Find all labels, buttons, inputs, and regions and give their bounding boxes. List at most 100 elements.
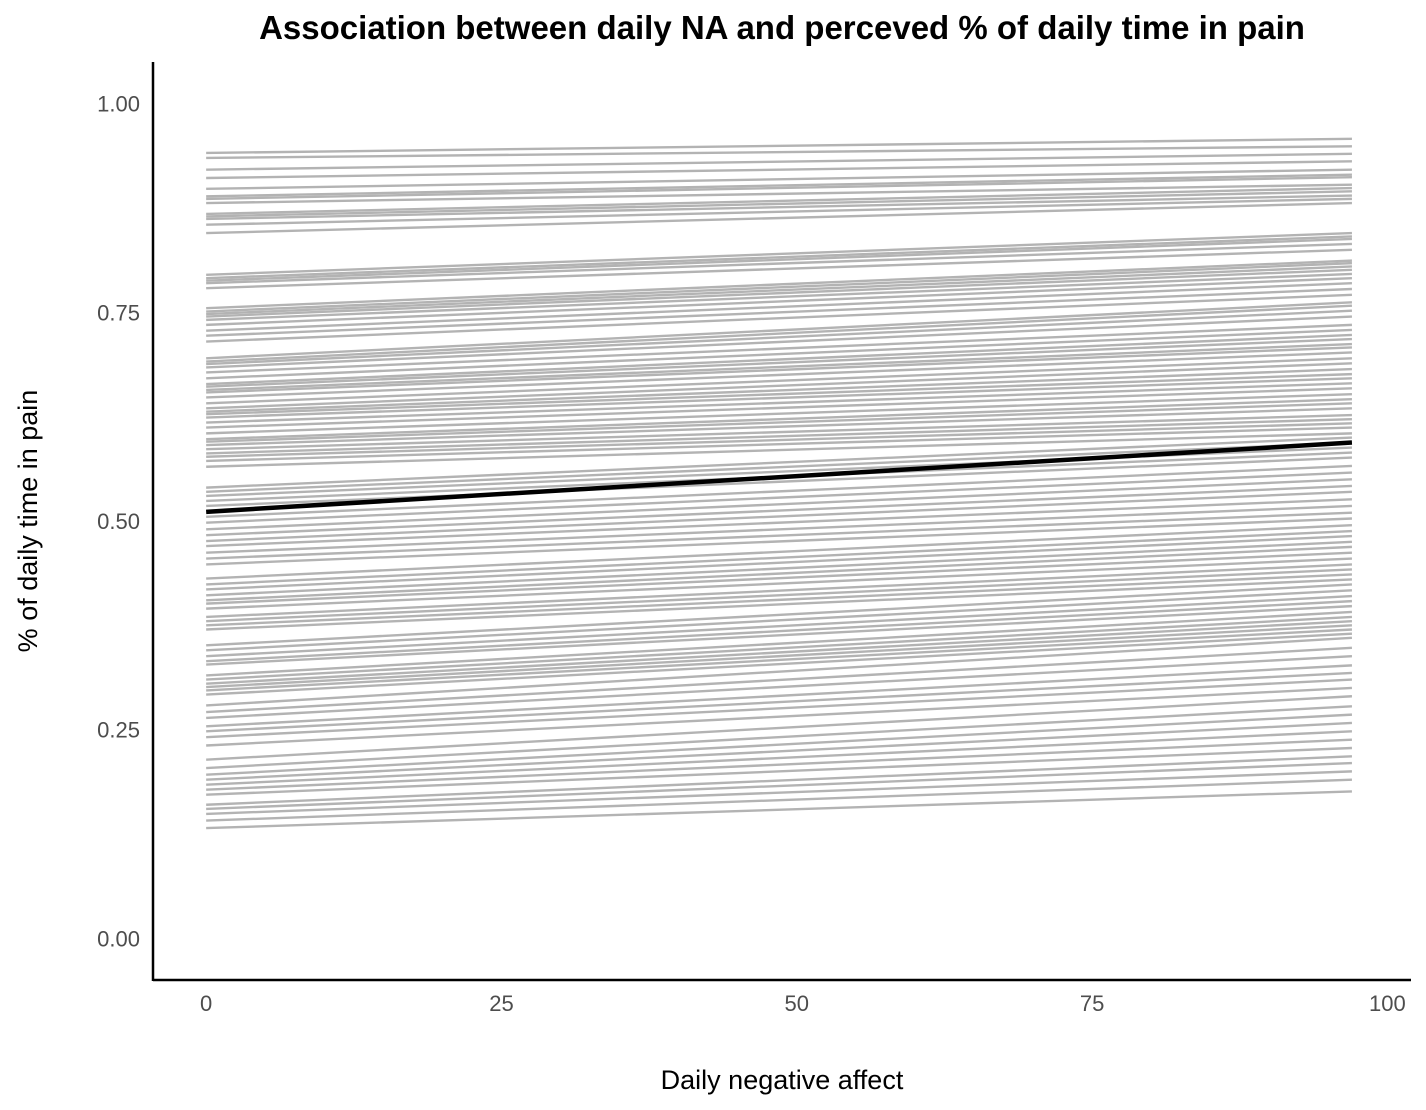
individual-line-31 [206,315,1352,369]
individual-line-14 [206,231,1352,277]
individual-line-19 [206,259,1352,310]
individual-line-17 [206,242,1352,285]
individual-line-103 [206,738,1352,791]
individual-line-100 [206,713,1353,776]
individual-line-46 [206,392,1352,435]
individual-line-90 [206,632,1353,696]
x-tick-labels: 0 25 50 75 100 [200,991,1406,1016]
individual-line-66 [206,504,1352,554]
individual-line-10 [206,190,1352,218]
individual-line-1 [206,137,1352,155]
individual-line-71 [206,534,1352,591]
x-tick-label: 50 [785,991,809,1016]
individual-line-25 [206,281,1352,332]
individual-line-48 [206,402,1352,443]
individual-line-60 [206,464,1352,519]
individual-line-59 [206,456,1352,508]
individual-line-49 [206,407,1352,447]
individual-line-42 [206,372,1352,416]
y-tick-label: 0.75 [97,300,140,325]
individual-line-63 [206,484,1352,537]
individual-line-74 [206,551,1352,605]
individual-line-36 [206,342,1352,392]
individual-line-104 [206,746,1352,796]
individual-line-107 [206,770,1352,816]
individual-line-73 [206,545,1352,602]
individual-line-84 [206,604,1353,666]
individual-line-64 [206,490,1352,543]
y-tick-label: 0.00 [97,926,140,951]
x-tick-label: 0 [200,991,212,1016]
y-axis-label: % of daily time in pain [13,390,43,653]
individual-line-45 [206,387,1352,429]
individual-line-40 [206,362,1352,410]
individual-line-98 [206,695,1353,761]
individual-lines-group [206,137,1353,830]
individual-line-106 [206,761,1352,811]
individual-line-96 [206,678,1352,739]
individual-line-89 [206,628,1353,692]
chart-title: Association between daily NA and perceve… [259,9,1305,46]
individual-line-29 [206,304,1352,363]
individual-line-56 [206,441,1352,493]
individual-line-81 [206,589,1353,652]
y-tick-label: 1.00 [97,92,140,117]
individual-line-15 [206,235,1352,280]
individual-line-75 [206,557,1352,610]
y-tick-label: 0.50 [97,509,140,534]
individual-line-34 [206,333,1352,386]
individual-line-99 [206,705,1353,770]
individual-line-30 [206,309,1352,366]
individual-line-88 [206,624,1353,689]
individual-line-77 [206,568,1352,623]
x-tick-label: 75 [1080,991,1104,1016]
individual-line-61 [206,471,1352,524]
individual-line-27 [206,293,1352,343]
individual-line-7 [206,175,1352,201]
individual-line-21 [206,265,1352,316]
individual-line-9 [206,186,1352,216]
individual-line-70 [206,529,1352,586]
individual-line-85 [206,610,1353,677]
individual-line-102 [206,730,1352,786]
individual-line-32 [206,323,1352,374]
individual-line-24 [206,276,1352,327]
individual-line-109 [206,790,1352,830]
individual-line-80 [206,583,1353,647]
individual-line-37 [206,346,1352,394]
average-line [206,440,1353,515]
individual-line-87 [206,619,1353,685]
x-tick-label: 100 [1369,991,1406,1016]
individual-line-68 [206,517,1352,566]
individual-line-108 [206,778,1352,822]
individual-line-51 [206,417,1352,455]
individual-line-105 [206,755,1352,806]
x-axis-label: Daily negative affect [661,1065,904,1095]
individual-line-79 [206,578,1352,631]
individual-line-12 [206,197,1352,226]
individual-line-94 [206,664,1353,728]
individual-line-65 [206,498,1352,548]
individual-line-92 [206,646,1353,714]
individual-line-16 [206,237,1352,282]
individual-line-69 [206,523,1352,580]
individual-line-93 [206,654,1353,720]
individual-line-91 [206,636,1353,707]
individual-line-20 [206,261,1352,313]
individual-line-82 [206,594,1353,658]
individual-line-41 [206,367,1352,413]
individual-line-62 [206,478,1352,531]
individual-line-8 [206,183,1352,205]
individual-line-86 [206,615,1353,681]
individual-line-55 [206,436,1352,489]
individual-line-97 [206,686,1352,747]
individual-line-43 [206,377,1352,419]
individual-line-95 [206,671,1353,733]
individual-line-39 [206,357,1352,405]
individual-line-33 [206,328,1352,380]
y-tick-label: 0.25 [97,718,140,743]
individual-line-28 [206,301,1352,360]
individual-line-3 [206,152,1352,171]
individual-line-67 [206,511,1352,560]
individual-line-54 [206,432,1352,468]
